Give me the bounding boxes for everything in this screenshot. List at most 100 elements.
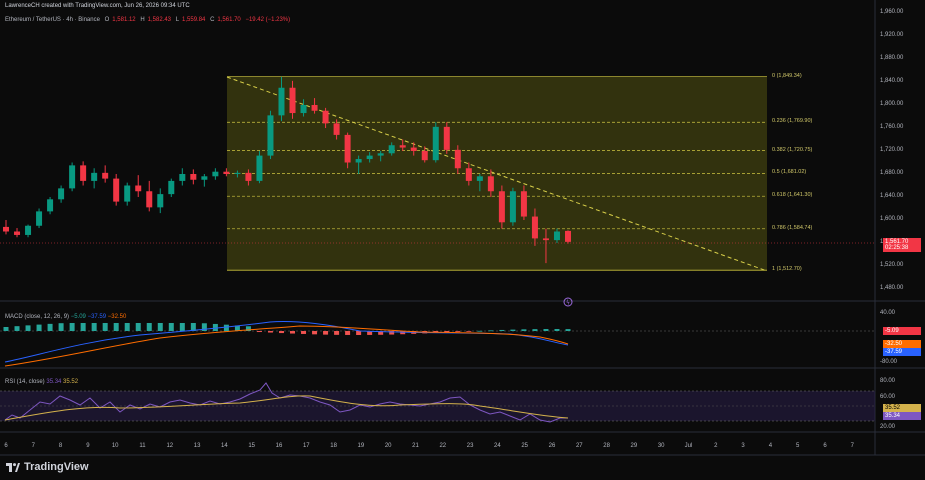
macd-histogram-bar — [135, 323, 141, 331]
macd-histogram-bar — [25, 325, 31, 331]
date-tick: 12 — [166, 443, 174, 449]
candle-body — [487, 176, 494, 192]
date-tick: 19 — [357, 443, 365, 449]
candle-body — [80, 165, 87, 181]
fib-level-label: 0.382 (1,720.75) — [772, 146, 813, 153]
candle-body — [102, 172, 109, 179]
date-tick: 25 — [521, 443, 529, 449]
candle-body — [91, 172, 98, 181]
macd-histogram-bar — [499, 329, 505, 331]
alert-icon-glyph: ϟ — [566, 300, 570, 307]
macd-line — [4, 321, 569, 363]
macd-histogram-bar — [312, 331, 318, 335]
macd-hist-value: −5.09 — [70, 314, 86, 320]
candle-body — [443, 126, 450, 150]
macd-axis-top: 40.00 — [880, 310, 896, 316]
price-tick-top: 1,960.00 — [880, 9, 904, 15]
candle-body — [223, 171, 230, 174]
last-price-badge: 1,561.70 02:25:38 — [883, 238, 921, 252]
rsi-badge-rsi: 35.34 — [883, 412, 921, 420]
macd-histogram-bar — [356, 331, 362, 335]
high-label: H — [140, 17, 145, 23]
macd-histogram-bar — [179, 323, 185, 331]
candle-body — [146, 191, 153, 208]
macd-histogram-bar — [521, 329, 527, 331]
candle-body — [179, 174, 186, 181]
candle-body — [58, 188, 65, 200]
candle-body — [289, 87, 296, 114]
rsi-badge-ma: 35.52 — [883, 404, 921, 412]
candle-body — [410, 147, 417, 151]
macd-histogram-bar — [256, 331, 262, 333]
macd-histogram-bar — [58, 323, 64, 331]
macd-histogram-bar — [477, 330, 483, 332]
chart-attribution: LawrenceCH created with TradingView.com,… — [5, 3, 190, 9]
symbol-name[interactable]: Ethereum / TetherUS · 4h · Binance — [5, 17, 100, 23]
rsi-axis-80: 80.00 — [880, 378, 896, 384]
macd-histogram-bar — [201, 323, 207, 331]
macd-histogram-bar — [190, 323, 196, 331]
macd-histogram-bar — [345, 331, 351, 335]
fib-level-label: 0 (1,849.34) — [772, 72, 802, 79]
macd-histogram — [3, 323, 571, 335]
macd-histogram-bar — [510, 329, 516, 331]
rsi-legend[interactable]: RSI (14, close) 35.34 35.52 — [5, 379, 78, 385]
rsi-value: 35.34 — [46, 379, 62, 385]
candle-body — [322, 110, 329, 124]
macd-legend[interactable]: MACD (close, 12, 26, 9) −5.09 −37.59 −32… — [5, 314, 126, 320]
macd-signal-line — [4, 325, 569, 367]
price-tick: 1,800.00 — [880, 101, 904, 107]
candle-body — [168, 180, 175, 195]
price-tick: 1,880.00 — [880, 55, 904, 61]
price-tick: 1,920.00 — [880, 32, 904, 38]
date-tick: 13 — [193, 443, 201, 449]
candlestick-series — [3, 76, 571, 264]
macd-histogram-bar — [378, 331, 384, 335]
date-tick: 27 — [575, 443, 583, 449]
price-tick: 1,600.00 — [880, 216, 904, 222]
macd-histogram-bar — [124, 323, 130, 331]
rsi-ma-line — [4, 395, 569, 421]
macd-histogram-bar — [168, 323, 174, 331]
candle-body — [278, 87, 285, 116]
macd-histogram-bar — [14, 326, 20, 331]
date-tick: 2 — [714, 443, 718, 449]
fib-level-label: 1 (1,512.70) — [772, 266, 802, 273]
candle-body — [565, 230, 571, 242]
date-tick: 20 — [384, 443, 392, 449]
date-tick: 5 — [796, 443, 800, 449]
candle-body — [476, 176, 483, 181]
macd-histogram-bar — [367, 331, 373, 335]
candle-body — [553, 231, 560, 241]
candle-body — [377, 153, 384, 156]
candle-body — [47, 199, 54, 212]
macd-histogram-bar — [80, 323, 86, 331]
date-tick: 8 — [58, 443, 63, 449]
date-tick: 16 — [275, 443, 283, 449]
symbol-legend: Ethereum / TetherUS · 4h · Binance O 1,58… — [5, 17, 290, 23]
date-tick: 7 — [31, 443, 35, 449]
macd-histogram-bar — [301, 331, 307, 334]
candle-body — [300, 105, 307, 114]
price-tick: 1,720.00 — [880, 147, 904, 153]
candle-body — [256, 155, 263, 181]
macd-line-value: −37.59 — [87, 314, 107, 320]
macd-histogram-bar — [278, 331, 284, 334]
tradingview-logo[interactable]: TradingView — [6, 461, 89, 473]
macd-histogram-bar — [488, 330, 494, 332]
candle-body — [498, 191, 505, 223]
macd-histogram-bar — [267, 331, 273, 333]
close-label: C — [210, 17, 215, 23]
macd-histogram-bar — [3, 327, 9, 331]
date-tick: 9 — [86, 443, 90, 449]
low-value: 1,559.84 — [182, 17, 206, 23]
macd-histogram-bar — [554, 329, 560, 331]
macd-histogram-bar — [113, 323, 119, 331]
candle-body — [190, 174, 197, 180]
close-value: 1,561.70 — [217, 17, 241, 23]
macd-histogram-bar — [146, 323, 152, 331]
rsi-title: RSI (14, close) — [5, 379, 45, 385]
macd-histogram-bar — [157, 323, 163, 331]
macd-histogram-bar — [444, 331, 450, 333]
